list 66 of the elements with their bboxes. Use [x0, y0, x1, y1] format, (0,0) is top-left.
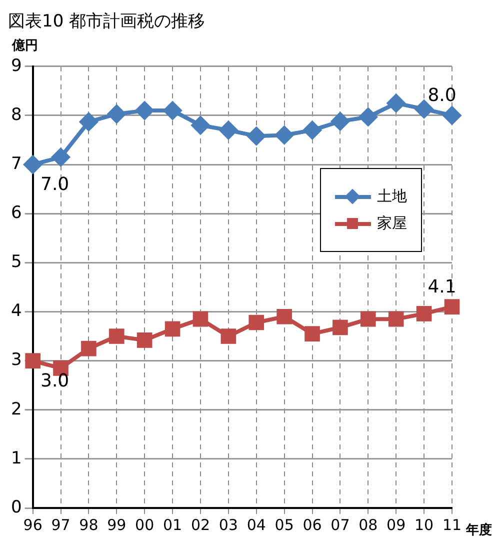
point: [24, 156, 42, 174]
x-tick-label: 08: [358, 516, 378, 534]
point: [80, 112, 98, 131]
data-label: 4.1: [428, 276, 456, 298]
point: [415, 100, 434, 118]
y-tick-label: 9: [10, 56, 22, 76]
point: [387, 94, 406, 112]
y-tick-label: 4: [10, 301, 22, 322]
point: [164, 321, 180, 337]
y-tick-label: 0: [10, 497, 22, 518]
point: [136, 102, 154, 120]
x-tick-label: 99: [107, 516, 126, 534]
y-tick-label: 6: [10, 203, 22, 224]
point: [304, 326, 320, 342]
point: [164, 102, 182, 120]
point: [276, 308, 292, 324]
data-label: 3.0: [40, 370, 70, 392]
point: [25, 353, 40, 368]
x-tick-label: 07: [330, 516, 350, 534]
y-tick-label: 8: [10, 104, 22, 125]
x-tick-label: 96: [23, 516, 42, 534]
data-label: 7.0: [40, 174, 70, 196]
x-tick-label: 02: [190, 516, 210, 534]
point: [108, 104, 126, 123]
x-tick-label: 01: [162, 516, 182, 534]
point: [443, 106, 461, 124]
x-tick-label: 10: [414, 516, 434, 534]
x-tick-label: 98: [79, 516, 98, 534]
point: [332, 320, 348, 336]
point: [444, 299, 460, 314]
y-axis-title: 億円: [11, 37, 38, 54]
chart-title: 図表10 都市計画税の推移: [8, 12, 206, 32]
x-tick-label: 09: [386, 516, 406, 534]
point: [136, 332, 152, 348]
x-tick-label: 03: [218, 516, 238, 534]
point: [360, 311, 376, 327]
x-tick-label: 00: [135, 516, 154, 534]
data-label: 8.0: [428, 85, 456, 106]
y-tick-label: 2: [10, 399, 22, 420]
point: [303, 121, 322, 140]
x-tick-label: 05: [274, 516, 294, 534]
point: [191, 116, 210, 134]
point: [359, 108, 378, 126]
point: [248, 314, 264, 330]
legend-label: 家屋: [377, 214, 407, 233]
point: [388, 311, 404, 327]
point: [275, 126, 294, 144]
x-tick-label: 06: [302, 516, 322, 534]
x-tick-label: 04: [246, 516, 266, 534]
point: [416, 306, 432, 322]
point: [108, 328, 124, 344]
point: [52, 148, 70, 166]
x-tick-label: 97: [51, 516, 70, 534]
point: [219, 121, 238, 140]
y-tick-label: 3: [10, 350, 22, 370]
y-tick-label: 5: [10, 252, 22, 272]
point: [81, 340, 96, 356]
point: [192, 311, 208, 327]
legend-label: 土地: [377, 187, 407, 206]
y-tick-label: 1: [10, 448, 22, 468]
point: [331, 112, 350, 130]
point: [247, 127, 266, 146]
point: [220, 328, 236, 344]
x-axis-title: 年度: [465, 522, 492, 538]
y-tick-label: 7: [10, 154, 22, 174]
x-tick-label: 11: [442, 516, 462, 534]
